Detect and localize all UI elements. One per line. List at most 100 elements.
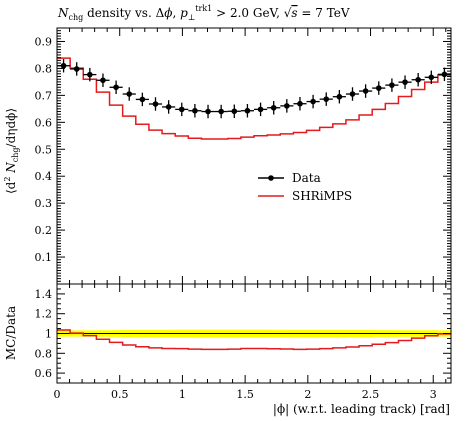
y-tick-label: 0.5 [35, 143, 53, 156]
main-panel-frame [56, 27, 452, 285]
data-marker [257, 106, 264, 113]
ylabel-rest: /dηdϕ⟩ [4, 108, 18, 147]
data-point [345, 87, 360, 101]
data-point [83, 67, 97, 82]
data-marker [100, 77, 106, 84]
legend: Data SHRiMPS [258, 171, 352, 203]
y-tick-label: 0.2 [35, 224, 53, 237]
x-tick-label: 1.5 [236, 388, 254, 401]
y-axis-title: ⟨d2 Nchg/dηdϕ⟩ [3, 108, 20, 194]
ylabel-open: ⟨d [4, 181, 18, 194]
data-point [437, 67, 452, 82]
y-tick-label: 0.3 [35, 197, 53, 210]
x-tick-label: 2 [304, 388, 311, 401]
data-marker [205, 108, 211, 115]
data-point [293, 96, 307, 111]
legend-data-label: Data [292, 171, 321, 185]
ratio-y-tick-label: 0.6 [35, 367, 53, 380]
data-point [267, 101, 281, 115]
data-marker [113, 84, 119, 91]
data-marker [270, 104, 277, 111]
data-marker [60, 62, 67, 69]
data-point [372, 81, 386, 95]
legend-item-data: Data [258, 171, 321, 185]
data-point [306, 94, 320, 109]
data-marker [349, 91, 356, 97]
data-marker [336, 93, 343, 100]
data-marker [165, 104, 172, 110]
data-marker [362, 88, 369, 94]
data-marker [323, 96, 330, 102]
data-point [398, 75, 412, 89]
data-point [70, 62, 84, 76]
data-point [411, 73, 425, 87]
main-axis-ticks: 0.1 0.2 0.3 0.4 0.5 0.6 0.7 0.8 0.9 [35, 27, 451, 285]
x-tick-label: 0 [54, 388, 61, 401]
ratio-y-axis-title: MC/Data [4, 306, 18, 360]
data-marker [218, 108, 224, 115]
title-s: s [291, 6, 297, 20]
ratio-panel-frame [56, 283, 452, 384]
shrimps-ratio-step-line [57, 329, 452, 351]
ratio-panel: 0 0.5 1 1.5 2 2.5 3 0.6 0.8 1 1.2 1.4 [35, 283, 452, 401]
ylabel-sup: 2 [3, 177, 12, 182]
title-n: N [57, 6, 69, 20]
ratio-data-layer [57, 329, 452, 351]
data-marker [152, 101, 159, 107]
data-point [424, 70, 438, 85]
main-data-layer [57, 57, 452, 140]
data-marker [375, 85, 382, 91]
data-marker [284, 103, 290, 109]
title-phi: ϕ [164, 6, 172, 20]
legend-data-marker-dot [268, 175, 274, 181]
ylabel-n: N [4, 162, 18, 177]
y-tick-label: 0.7 [35, 89, 53, 102]
data-point [148, 97, 163, 111]
ratio-y-tick-label: 0.8 [35, 347, 53, 360]
legend-item-mc: SHRiMPS [258, 189, 352, 203]
data-marker [389, 82, 395, 88]
data-marker [402, 79, 408, 85]
x-tick-label: 2.5 [362, 388, 380, 401]
main-panel: 0.1 0.2 0.3 0.4 0.5 0.6 0.7 0.8 0.9 [35, 27, 452, 285]
x-axis-title: |ϕ| (w.r.t. leading track) [rad] [273, 402, 450, 416]
data-point [214, 104, 228, 119]
y-tick-label: 0.4 [35, 170, 53, 183]
data-marker [244, 107, 251, 114]
data-marker [310, 98, 316, 105]
title-mid: density vs. Δ [83, 6, 164, 20]
data-point [280, 99, 294, 113]
data-marker [178, 106, 185, 113]
ratio-y-tick-label: 1 [45, 328, 52, 341]
title-energy: = 7 TeV [298, 6, 350, 20]
data-point [175, 102, 189, 117]
data-point [96, 73, 110, 88]
data-marker [192, 107, 198, 114]
data-marker [231, 108, 238, 115]
data-point [332, 89, 346, 104]
data-point [135, 92, 149, 107]
data-marker [297, 100, 303, 107]
chart-title: Nchg density vs. Δϕ, p⊥trk1 > 2.0 GeV, √… [57, 4, 350, 22]
data-point [359, 84, 373, 98]
y-tick-label: 0.9 [35, 35, 53, 48]
ratio-y-tick-label: 1.2 [35, 308, 53, 321]
shrimps-step-line [57, 57, 452, 140]
x-tick-label: 3 [430, 388, 437, 401]
data-point [385, 78, 399, 92]
data-marker [441, 71, 448, 78]
title-cut: > 2.0 GeV, [212, 6, 283, 20]
title-p-sup: trk1 [195, 4, 212, 13]
data-marker [428, 74, 435, 81]
legend-mc-label: SHRiMPS [292, 189, 352, 203]
data-point [162, 100, 176, 114]
data-point [240, 103, 255, 118]
title-p: p [180, 6, 188, 20]
ratio-axis-ticks: 0 0.5 1 1.5 2 2.5 3 0.6 0.8 1 1.2 1.4 [35, 283, 451, 401]
data-point [122, 87, 136, 101]
title-p-sub: ⊥ [188, 13, 196, 22]
data-point [109, 80, 123, 95]
data-point [201, 104, 215, 119]
ylabel-sub: chg [11, 147, 20, 162]
